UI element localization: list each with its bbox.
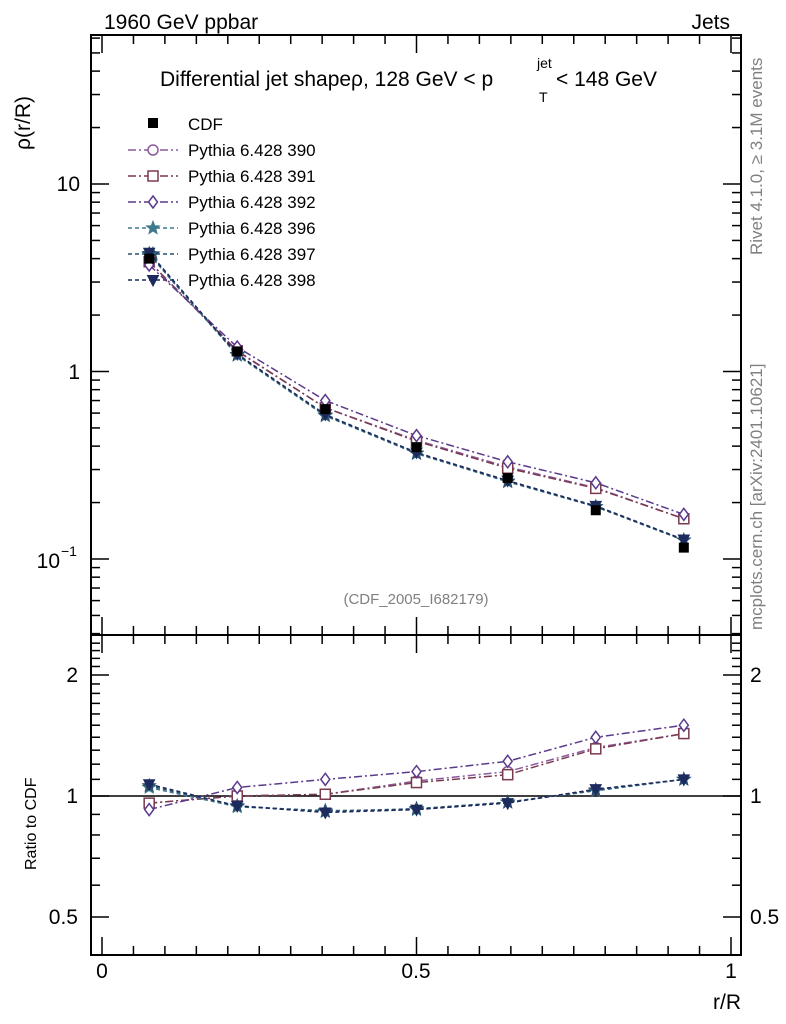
main-series-layer: [141, 245, 692, 547]
x-tick-label-0p5: 0.5: [401, 960, 430, 983]
legend-label-cdf: CDF: [188, 115, 223, 134]
ratio-point-391: [590, 743, 602, 755]
series-point-398: [142, 247, 156, 260]
ratio-axis-label: Ratio to CDF: [23, 777, 40, 870]
y-tick-label-10: 10: [57, 173, 80, 196]
ratio-tick-label-0p5: 0.5: [49, 906, 78, 929]
ratio-point-392: [502, 754, 514, 769]
series-point-392: [678, 507, 690, 522]
ratio-point-391: [501, 768, 514, 781]
cdf-data-points: [144, 253, 689, 553]
series-line-390: [148, 261, 685, 520]
ratio-point-398: [230, 800, 244, 813]
ratio-tick-label-right-1: 1: [750, 785, 762, 808]
legend-marker-cdf: [148, 118, 158, 128]
ratio-point-392: [231, 780, 243, 795]
series-point-398: [677, 534, 691, 547]
axis-ticks: [91, 35, 741, 955]
title-main: Differential jet shapeρ, 128 GeV < p: [160, 68, 493, 91]
mcplots-credit-label: mcplots.cern.ch [arXiv:2401.10621]: [747, 364, 766, 630]
ratio-point-392: [590, 730, 602, 745]
legend-label-391: Pythia 6.428 391: [188, 167, 316, 186]
legend-label-390: Pythia 6.428 390: [188, 141, 316, 160]
series-line-397: [148, 253, 685, 541]
header-energy-label: 1960 GeV ppbar: [104, 11, 258, 34]
legend-marker-390: [147, 144, 159, 156]
plot-title: Differential jet shapeρ, 128 GeV < p jet…: [160, 55, 657, 105]
x-axis-label: r/R: [713, 991, 741, 1014]
ratio-tick-label-1: 1: [66, 785, 78, 808]
svg-text:−1: −1: [61, 543, 77, 559]
y-tick-label-0p1: 10 −1: [37, 543, 78, 573]
title-subscript: T: [539, 89, 548, 105]
title-end: < 148 GeV: [556, 68, 657, 91]
svg-text:10: 10: [37, 550, 60, 573]
rivet-version-label: Rivet 4.1.0, ≥ 3.1M events: [747, 58, 766, 255]
legend-marker-392: [147, 194, 159, 210]
ratio-point-391: [410, 776, 423, 789]
legend: CDF Pythia 6.428 390 Pythia 6.428 391 Py…: [128, 115, 316, 290]
y-tick-label-1: 1: [68, 361, 80, 384]
ratio-point-392: [678, 717, 690, 733]
cdf-point: [678, 542, 689, 553]
ratio-point-392: [143, 802, 155, 817]
series-point-392: [590, 475, 602, 491]
analysis-tag: (CDF_2005_I682179): [343, 591, 488, 608]
legend-label-396: Pythia 6.428 396: [188, 219, 316, 238]
cdf-point: [144, 253, 155, 264]
ratio-series-layer: [141, 717, 692, 820]
x-tick-label-0: 0: [96, 960, 108, 983]
ratio-point-398: [677, 774, 691, 787]
title-superscript: jet: [536, 55, 552, 71]
ratio-point-398: [589, 784, 603, 797]
series-point-392: [411, 428, 422, 443]
ratio-plot-frame: [90, 634, 742, 956]
series-line-396: [148, 254, 685, 541]
y-axis-label: ρ(r/R): [12, 96, 35, 150]
x-tick-label-1: 1: [725, 960, 737, 983]
cdf-point: [411, 442, 422, 453]
series-point-392: [502, 454, 514, 470]
cdf-point: [232, 346, 243, 357]
legend-label-397: Pythia 6.428 397: [188, 245, 316, 264]
ratio-point-398: [501, 798, 515, 811]
ratio-point-398: [410, 804, 423, 817]
cdf-point: [502, 473, 513, 484]
ratio-tick-label-right-0p5: 0.5: [750, 906, 779, 929]
series-line-392: [148, 264, 685, 516]
legend-marker-391: [147, 170, 159, 182]
legend-label-392: Pythia 6.428 392: [188, 193, 316, 212]
legend-label-398: Pythia 6.428 398: [188, 271, 316, 290]
ratio-point-398: [142, 779, 156, 792]
series-line-398: [148, 252, 685, 541]
series-line-391: [148, 261, 685, 520]
ratio-point-391: [319, 788, 332, 801]
header-category-label: Jets: [691, 11, 730, 34]
ratio-point-392: [319, 772, 331, 787]
legend-marker-396: [145, 219, 161, 235]
ratio-point-392: [411, 764, 422, 779]
ratio-point-398: [318, 807, 332, 820]
ratio-tick-label-2: 2: [66, 664, 78, 687]
legend-marker-398: [146, 275, 160, 288]
cdf-point: [320, 404, 331, 415]
ratio-tick-label-right-2: 2: [750, 664, 762, 687]
cdf-point: [590, 505, 601, 516]
